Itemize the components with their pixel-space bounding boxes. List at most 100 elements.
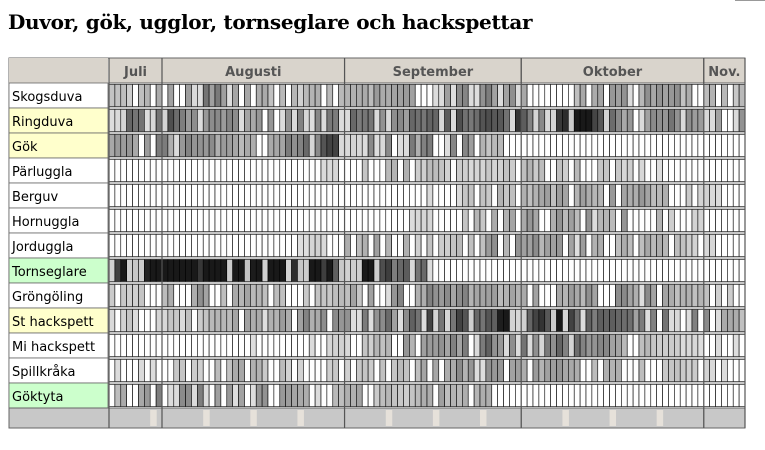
day-cell (144, 159, 151, 182)
day-cell (591, 109, 599, 132)
day-cell (715, 159, 722, 182)
day-cell (556, 359, 563, 382)
day-cell (214, 334, 222, 357)
day-cell (450, 259, 457, 282)
day-cell (244, 209, 251, 232)
day-cell (562, 284, 569, 307)
day-cell (556, 259, 563, 282)
day-cell (485, 209, 493, 232)
day-cell (732, 84, 740, 107)
day-cell (155, 334, 163, 357)
day-cell (562, 384, 569, 407)
day-cell (373, 384, 381, 407)
day-cell (391, 309, 398, 332)
day-cell (373, 109, 381, 132)
day-cell (279, 334, 286, 357)
day-cell (544, 284, 551, 307)
day-cell (450, 84, 457, 107)
day-cell (738, 234, 746, 257)
day-cell (220, 334, 228, 357)
day-cell (568, 309, 575, 332)
day-cell (444, 109, 451, 132)
day-cell (120, 134, 127, 157)
day-cell (403, 334, 410, 357)
day-cell (644, 334, 652, 357)
day-cell (138, 259, 145, 282)
day-cell (367, 109, 375, 132)
day-cell (350, 109, 357, 132)
day-cell (202, 184, 210, 207)
day-cell (585, 159, 593, 182)
day-cell (615, 184, 622, 207)
day-cell (456, 134, 463, 157)
day-cell (550, 234, 557, 257)
day-cell (515, 209, 522, 232)
day-cell (167, 359, 175, 382)
day-cell (585, 384, 593, 407)
day-cell (526, 284, 534, 307)
day-cell (538, 284, 546, 307)
day-cell (238, 359, 245, 382)
day-cell (685, 159, 693, 182)
day-cell (291, 284, 298, 307)
day-cell (668, 334, 675, 357)
day-cell (397, 259, 404, 282)
day-cell (285, 334, 292, 357)
species-label: Jorduggla (11, 240, 73, 255)
day-cell (520, 184, 528, 207)
day-cell (438, 134, 445, 157)
day-cell (308, 159, 316, 182)
day-cell (238, 309, 245, 332)
day-cell (179, 334, 186, 357)
day-cell (420, 159, 428, 182)
day-cell (473, 359, 481, 382)
day-cell (120, 109, 127, 132)
day-cell (632, 84, 640, 107)
day-cell (414, 384, 422, 407)
day-cell (155, 259, 163, 282)
day-cell (638, 159, 646, 182)
day-cell (208, 184, 216, 207)
day-cell (738, 334, 746, 357)
day-cell (556, 234, 563, 257)
day-cell (632, 159, 640, 182)
day-cell (320, 384, 328, 407)
day-cell (432, 184, 440, 207)
day-cell (456, 209, 463, 232)
day-cell (503, 84, 510, 107)
day-cell (138, 109, 145, 132)
day-cell (444, 309, 451, 332)
species-label: Göktyta (12, 390, 63, 405)
species-label: Gök (12, 140, 38, 155)
day-cell (491, 209, 498, 232)
day-cell (638, 134, 646, 157)
day-cell (573, 84, 581, 107)
day-cell (467, 209, 475, 232)
day-cell (621, 184, 628, 207)
day-cell (238, 159, 245, 182)
day-cell (532, 259, 540, 282)
day-cell (385, 184, 392, 207)
day-cell (344, 109, 351, 132)
day-cell (308, 184, 316, 207)
day-cell (379, 109, 387, 132)
day-cell (114, 309, 122, 332)
day-cell (397, 309, 404, 332)
day-cell (632, 309, 640, 332)
day-cell (538, 234, 546, 257)
day-cell (149, 184, 157, 207)
day-cell (367, 384, 375, 407)
day-cell (155, 284, 163, 307)
day-cell (550, 134, 557, 157)
day-cell (138, 384, 145, 407)
day-cell (662, 259, 669, 282)
day-cell (197, 84, 204, 107)
day-cell (568, 209, 575, 232)
day-cell (579, 209, 587, 232)
day-cell (679, 184, 687, 207)
day-cell (155, 184, 163, 207)
day-cell (526, 209, 534, 232)
day-cell (261, 184, 269, 207)
day-cell (615, 159, 622, 182)
day-cell (155, 134, 163, 157)
